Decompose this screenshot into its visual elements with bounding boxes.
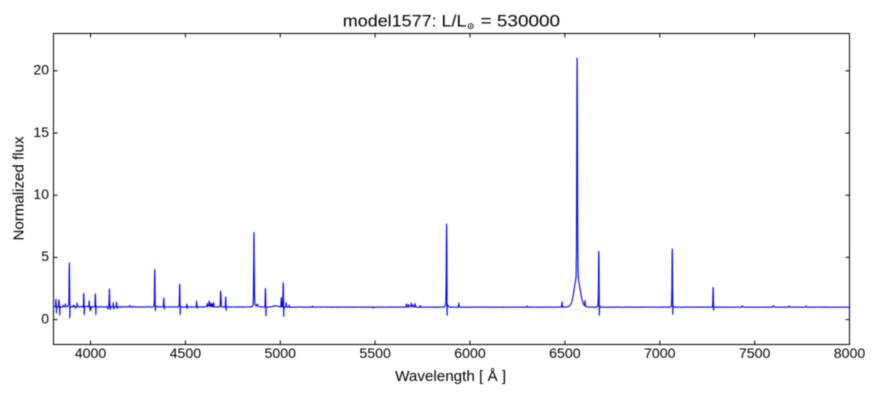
svg-text:6000: 6000 [454, 345, 486, 361]
svg-text:7500: 7500 [739, 345, 771, 361]
svg-text:5: 5 [41, 248, 49, 264]
svg-text:5000: 5000 [265, 345, 297, 361]
svg-text:model1577: L/L: model1577: L/L [343, 12, 467, 31]
svg-text:4000: 4000 [75, 345, 107, 361]
svg-text:= 530000: = 530000 [481, 12, 560, 31]
svg-text:6500: 6500 [549, 345, 581, 361]
svg-text:4500: 4500 [170, 345, 202, 361]
svg-text:Normalized flux: Normalized flux [10, 136, 27, 240]
svg-text:8000: 8000 [834, 345, 866, 361]
svg-text:5500: 5500 [359, 345, 391, 361]
svg-text:Wavelength [ Å ]: Wavelength [ Å ] [395, 368, 506, 385]
svg-text:10: 10 [33, 186, 49, 202]
svg-text:7000: 7000 [644, 345, 676, 361]
svg-text:20: 20 [33, 62, 49, 78]
svg-text:15: 15 [33, 124, 49, 140]
svg-text:0: 0 [41, 310, 49, 326]
